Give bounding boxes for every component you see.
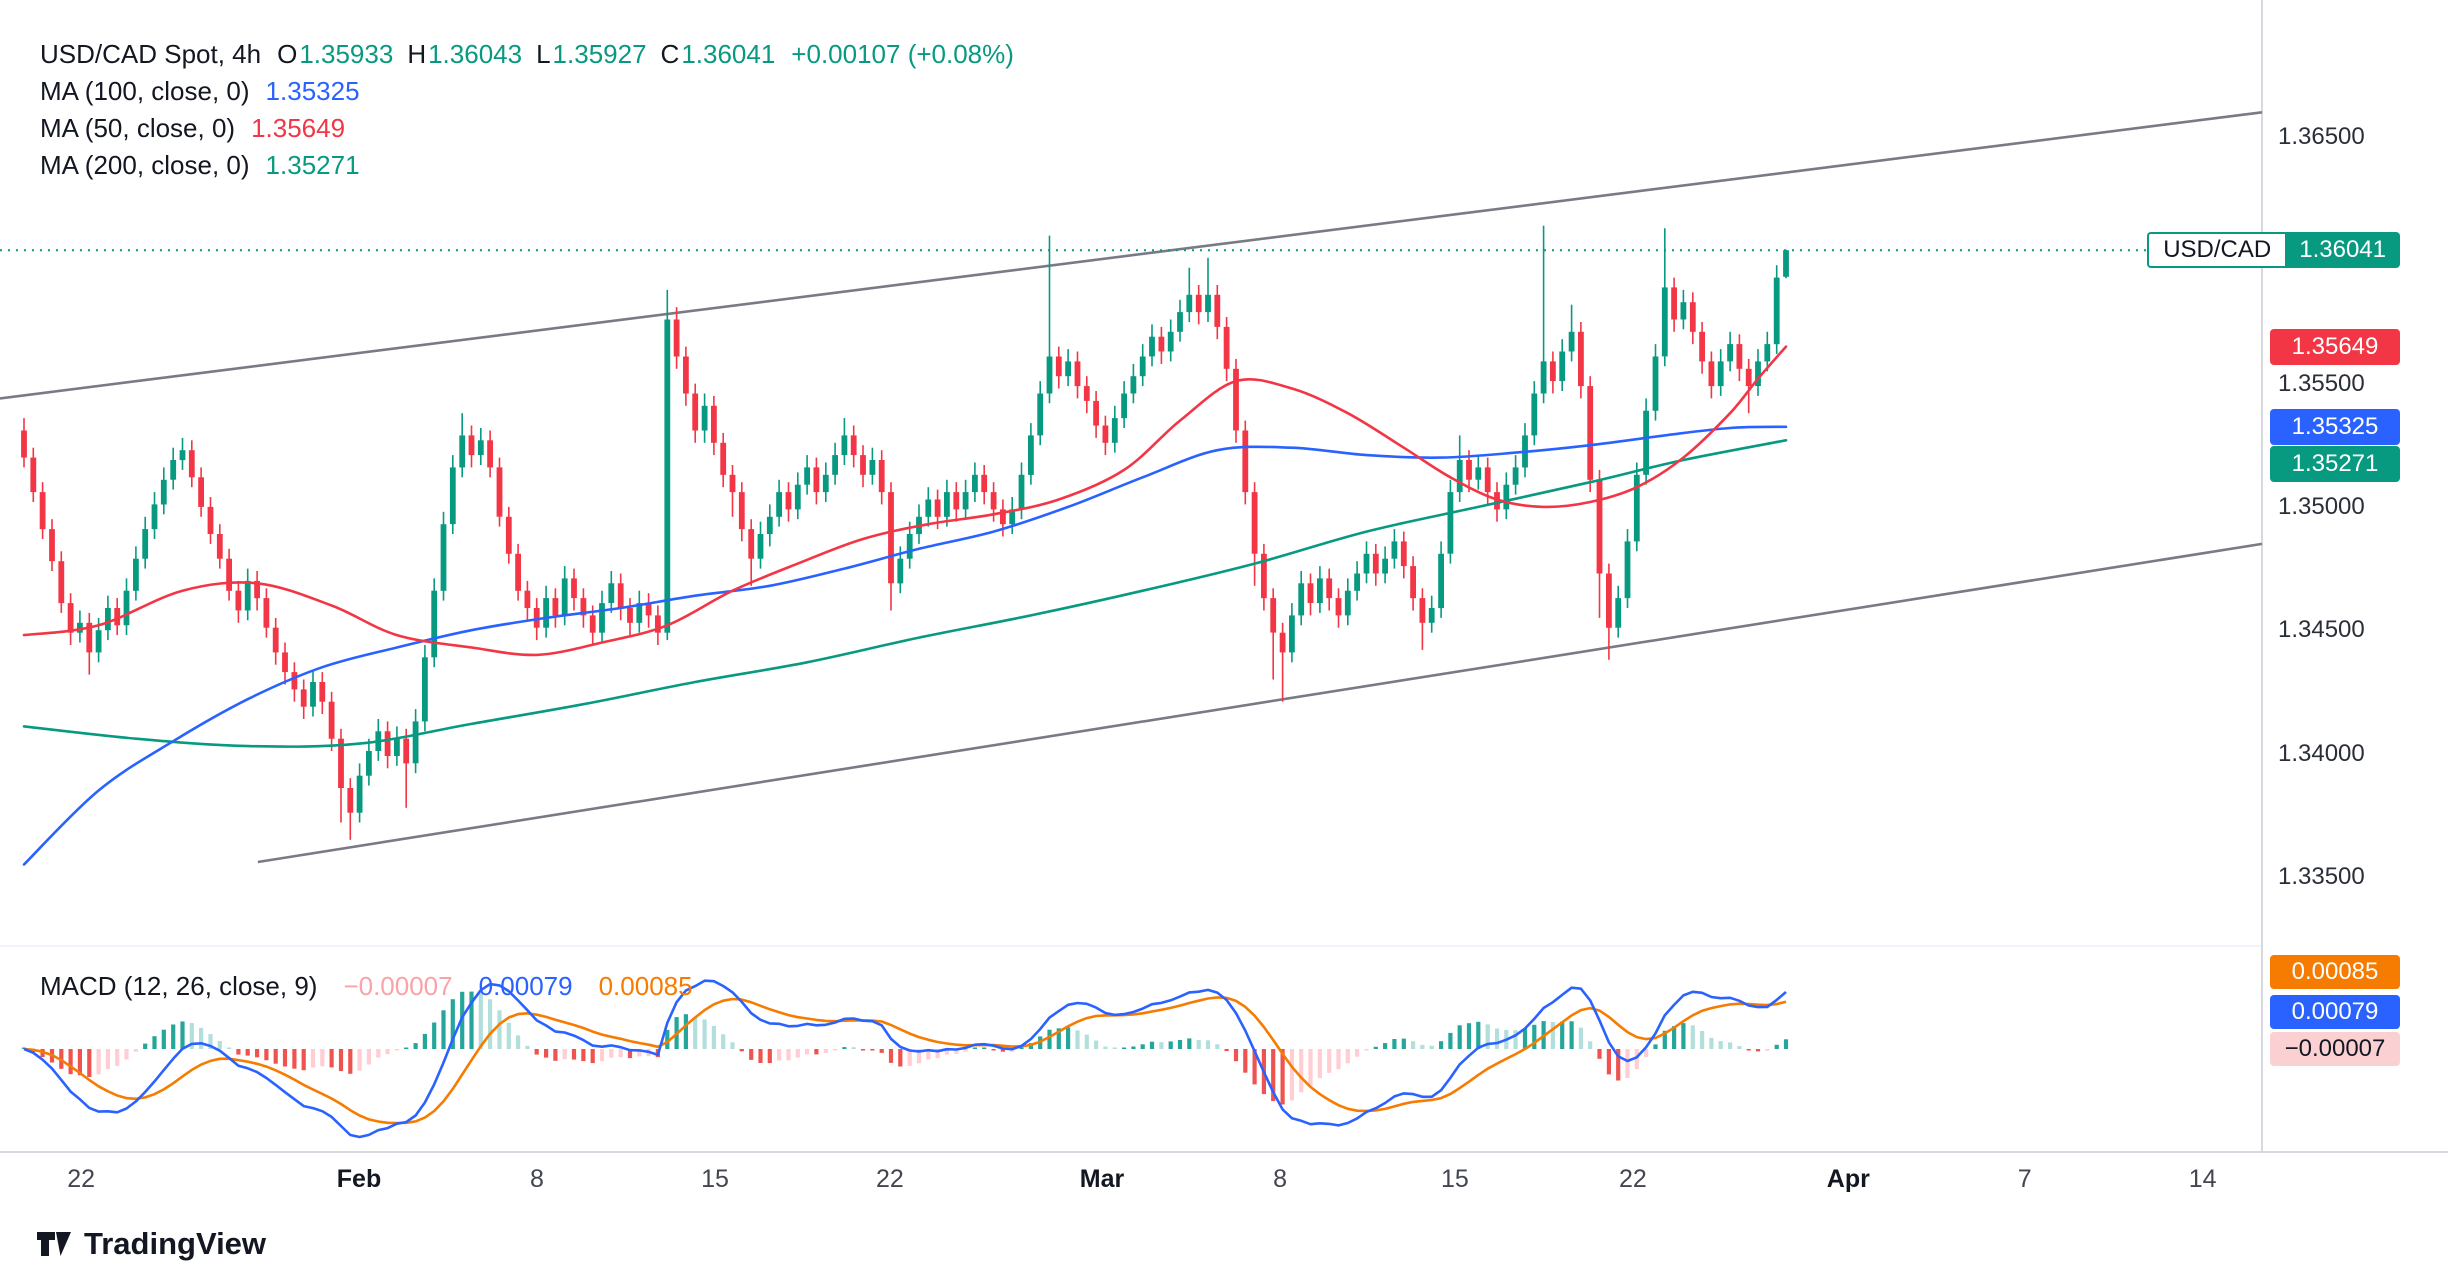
ma200-legend-row[interactable]: MA (200, close, 0) 1.35271 — [40, 147, 1014, 184]
tradingview-logo-icon — [37, 1232, 71, 1256]
tradingview-attribution[interactable]: TradingView — [36, 1226, 266, 1262]
time-tick-label: Mar — [1079, 1165, 1125, 1193]
symbol-tag: USD/CAD — [2147, 232, 2286, 269]
ma100-label: MA (100, close, 0) — [40, 76, 250, 106]
ma50-value: 1.35649 — [251, 113, 346, 143]
low-value: L1.35927 — [536, 39, 647, 69]
open-value: O1.35933 — [277, 39, 394, 69]
macd-histogram-value: −0.00007 — [343, 971, 453, 1001]
time-tick-label: 22 — [67, 1165, 96, 1193]
macd-signal-value: 0.00085 — [598, 971, 693, 1001]
macd-line-value: 0.00079 — [478, 971, 573, 1001]
time-tick-label: 15 — [1440, 1165, 1469, 1193]
time-tick-label: 22 — [1618, 1165, 1647, 1193]
macd-line-badge: 0.00079 — [2270, 995, 2400, 1029]
price-tick-label: 1.36500 — [2278, 123, 2365, 150]
macd-label: MACD (12, 26, close, 9) — [40, 971, 318, 1001]
candlestick-series — [21, 225, 1789, 840]
current-price-badge: USD/CAD 1.36041 — [2147, 232, 2400, 269]
time-tick-label: 22 — [875, 1165, 904, 1193]
indicator-legend: USD/CAD Spot, 4h O1.35933 H1.36043 L1.35… — [40, 36, 1014, 184]
time-tick-label: 8 — [1273, 1165, 1288, 1193]
ma200-price-badge: 1.35271 — [2270, 445, 2400, 482]
ma50-line — [22, 345, 1788, 657]
ma200-label: MA (200, close, 0) — [40, 150, 250, 180]
price-tick-label: 1.33500 — [2278, 862, 2365, 890]
symbol-title: USD/CAD Spot, 4h — [40, 39, 262, 69]
ma200-line — [22, 439, 1788, 748]
time-tick-label: 8 — [530, 1165, 544, 1193]
ma100-price-badge: 1.35325 — [2270, 408, 2400, 445]
axis-frame-lines — [0, 0, 2448, 1153]
ohlc-values: O1.35933 H1.36043 L1.35927 C1.36041 — [277, 36, 775, 73]
time-tick-label: 7 — [2017, 1165, 2032, 1193]
ma50-label: MA (50, close, 0) — [40, 113, 236, 143]
time-tick-label: Apr — [1826, 1165, 1870, 1193]
symbol-legend-row[interactable]: USD/CAD Spot, 4h O1.35933 H1.36043 L1.35… — [40, 36, 1014, 73]
macd-legend-row[interactable]: MACD (12, 26, close, 9) −0.00007 0.00079… — [40, 969, 693, 1003]
time-tick-label: Feb — [336, 1165, 382, 1193]
macd-histogram-badge: −0.00007 — [2270, 1032, 2400, 1066]
current-price-value: 1.36041 — [2285, 232, 2400, 269]
ma100-legend-row[interactable]: MA (100, close, 0) 1.35325 — [40, 73, 1014, 110]
price-tick-label: 1.35000 — [2278, 492, 2365, 520]
high-value: H1.36043 — [407, 39, 523, 69]
ma100-line — [22, 425, 1788, 866]
ma200-value: 1.35271 — [265, 150, 360, 180]
price-tick-label: 1.34500 — [2278, 616, 2365, 644]
price-tick-label: 1.34000 — [2278, 739, 2365, 767]
time-tick-label: 15 — [701, 1165, 729, 1193]
trend-channel-lines[interactable] — [0, 111, 2263, 864]
macd-lines — [23, 979, 1787, 1139]
ma50-price-badge: 1.35649 — [2270, 328, 2400, 365]
close-value: C1.36041 — [660, 39, 776, 69]
macd-signal-badge: 0.00085 — [2270, 955, 2400, 989]
time-tick-label: 14 — [2188, 1165, 2217, 1193]
ma50-legend-row[interactable]: MA (50, close, 0) 1.35649 — [40, 110, 1014, 147]
ma100-value: 1.35325 — [265, 76, 360, 106]
time-axis[interactable]: 22 Feb 8 15 22 Mar 8 15 22 Apr 7 14 — [0, 1152, 2262, 1212]
price-tick-label: 1.35500 — [2278, 369, 2365, 397]
change-value: +0.00107 (+0.08%) — [791, 39, 1014, 69]
tradingview-wordmark: TradingView — [84, 1226, 267, 1261]
